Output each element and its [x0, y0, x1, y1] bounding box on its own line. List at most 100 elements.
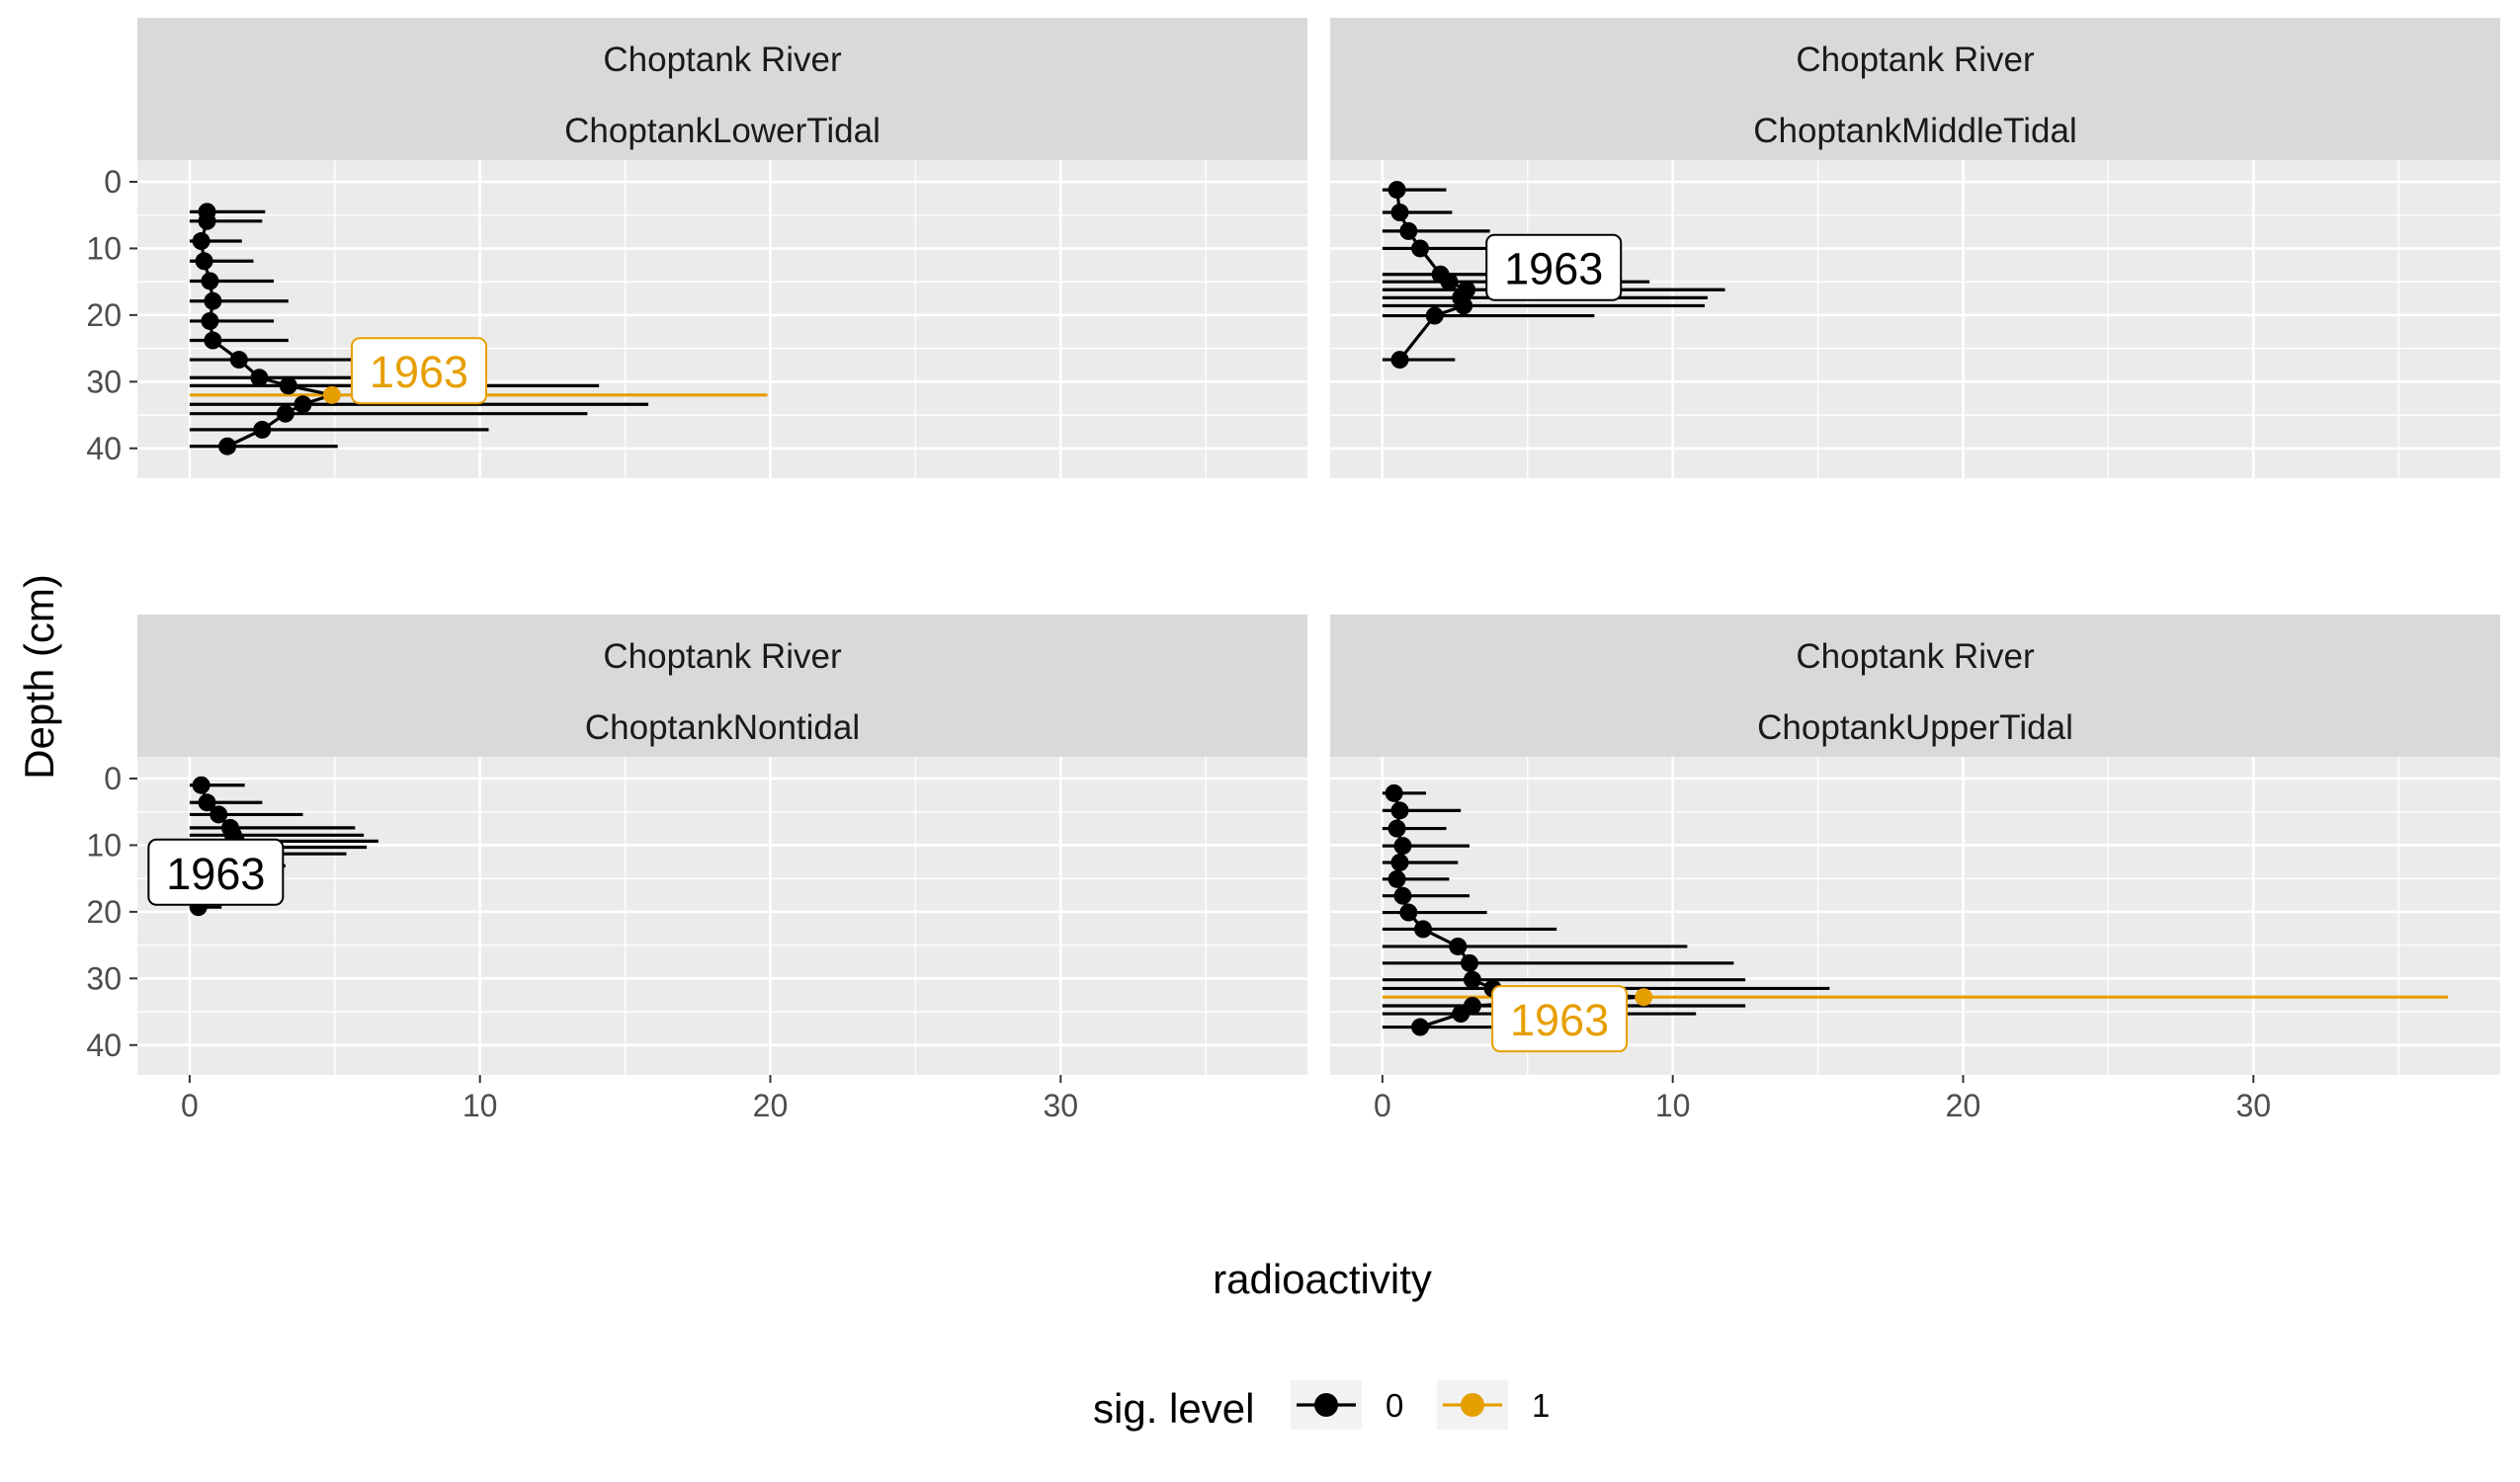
data-point	[192, 776, 210, 794]
data-point	[276, 404, 294, 423]
data-point	[1387, 819, 1406, 838]
data-point	[1461, 953, 1479, 972]
facet-strip	[137, 615, 1307, 757]
data-point	[253, 420, 272, 439]
facet-strip	[1330, 615, 2500, 757]
annotation-label-text: 1963	[166, 849, 265, 899]
facet-strip-title-top: Choptank River	[603, 41, 842, 79]
data-point	[198, 793, 216, 812]
data-point	[1425, 306, 1444, 325]
data-point	[218, 437, 237, 455]
data-point	[1399, 221, 1418, 240]
x-axis-title: radioactivity	[1213, 1256, 1432, 1302]
x-tick-label: 20	[753, 1088, 789, 1123]
data-point	[1387, 869, 1406, 888]
data-point	[1463, 970, 1481, 989]
y-tick-label: 40	[86, 1028, 122, 1063]
y-axis-title: Depth (cm)	[16, 574, 62, 780]
annotation-label: 1963	[1491, 985, 1629, 1053]
data-point	[192, 232, 210, 251]
legend-entry-1: 1	[1437, 1380, 1550, 1430]
data-point	[322, 385, 341, 404]
y-tick-label: 10	[86, 230, 122, 266]
y-tick-label: 10	[86, 827, 122, 863]
data-point	[1411, 239, 1430, 258]
data-point	[1387, 181, 1406, 200]
facet-strip	[137, 18, 1307, 160]
y-tick-label: 30	[86, 364, 122, 399]
x-tick-label: 30	[2235, 1088, 2271, 1123]
y-tick-label: 40	[86, 431, 122, 466]
data-point	[1635, 988, 1653, 1007]
data-point	[210, 805, 228, 824]
data-point	[1452, 1005, 1470, 1024]
annotation-label-text: 1963	[1510, 995, 1609, 1045]
y-tick-label: 0	[104, 164, 122, 200]
data-point	[204, 291, 222, 310]
data-point	[279, 376, 297, 395]
data-point	[1414, 920, 1433, 939]
legend-entry-0: 0	[1291, 1380, 1403, 1430]
facet-strip-title-top: Choptank River	[1796, 41, 2035, 79]
legend-label: 0	[1386, 1387, 1403, 1424]
y-tick-label: 20	[86, 894, 122, 930]
facet-strip-title-bottom: ChoptankMiddleTidal	[1753, 112, 2077, 150]
data-point	[1455, 296, 1473, 315]
annotation-label-text: 1963	[1504, 244, 1603, 294]
x-tick-label: 0	[1374, 1088, 1391, 1123]
annotation-label: 1963	[350, 337, 487, 405]
data-point	[1390, 204, 1409, 222]
data-point	[250, 369, 269, 387]
x-tick-label: 20	[1946, 1088, 1981, 1123]
annotation-label-box	[350, 337, 487, 405]
data-point	[204, 331, 222, 350]
y-tick-label: 0	[104, 761, 122, 796]
profile-line	[200, 211, 339, 449]
data-point	[1399, 903, 1418, 922]
data-point	[201, 272, 219, 290]
annotation-label-text: 1963	[370, 347, 468, 397]
data-point	[1393, 886, 1412, 905]
data-point	[1390, 801, 1409, 820]
facet-strip-title-bottom: ChoptankLowerTidal	[564, 112, 881, 150]
facet-strip-title-bottom: ChoptankNontidal	[585, 708, 860, 747]
data-point	[1411, 1018, 1430, 1036]
facet-strip-title-top: Choptank River	[1796, 637, 2035, 676]
data-point	[229, 351, 248, 370]
data-point	[201, 311, 219, 330]
data-point	[1449, 937, 1468, 955]
data-point	[1390, 853, 1409, 871]
facet-panel-ChoptankUpperTidal: Choptank River ChoptankUpperTidal 0 10 20 30 1…	[1330, 615, 2500, 1123]
facet-panel-ChoptankMiddleTidal: Choptank River ChoptankMiddleTidal 1963	[1330, 18, 2500, 478]
data-point	[1390, 351, 1409, 370]
x-tick-label: 10	[1655, 1088, 1691, 1123]
facet-panel-ChoptankLowerTidal: Choptank River ChoptankLowerTidal 0 10 20 30 4…	[86, 18, 1307, 478]
legend-title: sig. level	[1093, 1385, 1254, 1432]
x-tick-label: 0	[181, 1088, 199, 1123]
annotation-label-box	[1491, 985, 1629, 1053]
data-point	[195, 252, 213, 271]
facet-strip-title-bottom: ChoptankUpperTidal	[1757, 708, 2073, 747]
data-point	[198, 211, 216, 230]
annotation-label: 1963	[147, 838, 285, 906]
y-tick-label: 20	[86, 297, 122, 333]
panel-background	[137, 160, 1307, 478]
annotation-label: 1963	[1485, 233, 1623, 301]
data-point	[294, 395, 312, 414]
facet-panel-ChoptankNontidal: Choptank River ChoptankNontidal 0 10 20 30 40 0…	[86, 615, 1307, 1123]
annotation-label-box	[1485, 233, 1623, 301]
annotation-label-box	[147, 838, 285, 906]
data-point	[1393, 837, 1412, 856]
panel-background	[1330, 160, 2500, 478]
panel-background	[137, 757, 1307, 1075]
x-tick-label: 10	[462, 1088, 498, 1123]
facet-strip-title-top: Choptank River	[603, 637, 842, 676]
y-tick-label: 30	[86, 960, 122, 996]
legend-label: 1	[1532, 1387, 1550, 1424]
facet-strip	[1330, 18, 2500, 160]
legend-key-point	[1461, 1393, 1484, 1417]
data-point	[1385, 783, 1403, 802]
legend-key-point	[1314, 1393, 1338, 1417]
x-tick-label: 30	[1043, 1088, 1078, 1123]
